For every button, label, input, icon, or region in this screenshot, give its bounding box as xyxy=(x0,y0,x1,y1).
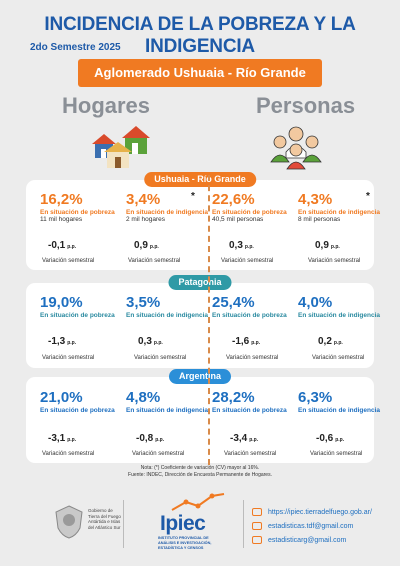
footer-divider xyxy=(243,500,244,548)
personas-heading: Personas xyxy=(256,93,356,118)
variation-value: 0,3 p.p. xyxy=(138,336,163,347)
mail-icon xyxy=(252,522,262,530)
variation-label: Variación semestral xyxy=(42,258,95,264)
ushuaia-personas-indigencia: 4,3% En situación de indigencia 8 mil pe… xyxy=(298,191,380,223)
variation-label: Variación semestral xyxy=(42,355,95,361)
region-button[interactable]: Aglomerado Ushuaia - Río Grande xyxy=(78,59,322,87)
patagonia-personas-indigencia: 4,0% En situación de indigencia xyxy=(298,294,380,319)
government-logo: Gobierno de Tierra del Fuego Antártida e… xyxy=(52,500,124,548)
variation-label: Variación semestral xyxy=(310,451,363,457)
email-link-2[interactable]: estadisticarg@gmail.com xyxy=(252,536,346,544)
ushuaia-personas-pobreza: 22,6% En situación de pobreza 40,5 mil p… xyxy=(212,191,287,223)
label-indigencia: En situación de indigencia xyxy=(126,407,208,414)
label-pobreza: En situación de pobreza xyxy=(40,312,115,319)
variation-label: Variación semestral xyxy=(224,451,277,457)
value: 4,3% xyxy=(298,191,333,208)
value: 19,0% xyxy=(40,294,83,311)
section-argentina-panel xyxy=(26,377,374,463)
variation-label: Variación semestral xyxy=(42,451,95,457)
houses-icon xyxy=(88,122,152,175)
section-patagonia-pill: Patagonia xyxy=(168,275,232,290)
section-ushuaia-panel xyxy=(26,180,374,270)
shield-icon xyxy=(55,505,83,539)
patagonia-personas-pobreza: 25,4% En situación de pobreza xyxy=(212,294,287,319)
cv-star: * xyxy=(191,191,195,202)
variation-value: -0,1 p.p. xyxy=(48,240,77,251)
variation-value: -3,1 p.p. xyxy=(48,433,77,444)
variation-value: 0,3 p.p. xyxy=(229,240,254,251)
variation-value: 0,9 p.p. xyxy=(315,240,340,251)
hogares-heading: Hogares xyxy=(62,93,151,118)
variation-label: Variación semestral xyxy=(226,355,279,361)
variation-label: Variación semestral xyxy=(132,451,185,457)
ipiec-logo-graph-icon xyxy=(171,493,225,511)
note-source: Fuente: INDEC, Dirección de Encuesta Per… xyxy=(128,472,272,478)
mail-icon xyxy=(252,536,262,544)
variation-value: -1,3 p.p. xyxy=(48,336,77,347)
section-ushuaia-pill: Ushuaia - Río Grande xyxy=(144,172,256,187)
variation-label: Variación semestral xyxy=(312,355,365,361)
label-indigencia: En situación de indigencia xyxy=(298,407,380,414)
variation-label: Variación semestral xyxy=(128,258,181,264)
argentina-personas-pobreza: 28,2% En situación de pobreza xyxy=(212,389,287,414)
variation-value: 0,2 p.p. xyxy=(318,336,343,347)
notes: Nota: (*) Coeficiente de variación (CV) … xyxy=(0,465,400,479)
patagonia-hogares-indigencia: 3,5% En situación de indigencia xyxy=(126,294,208,319)
value: 28,2% xyxy=(212,389,255,406)
ipiec-logo: Ipiec xyxy=(160,512,206,535)
page-title: INCIDENCIA DE LA POBREZA Y LA INDIGENCIA xyxy=(44,14,356,57)
value: 3,5% xyxy=(126,294,161,311)
value: 4,8% xyxy=(126,389,161,406)
ipiec-subtitle: INSTITUTO PROVINCIAL DE ANÁLISIS E INVES… xyxy=(158,536,212,550)
section-patagonia-panel xyxy=(26,283,374,368)
patagonia-hogares-pobreza: 19,0% En situación de pobreza xyxy=(40,294,115,319)
value: 21,0% xyxy=(40,389,83,406)
ushuaia-hogares-pobreza: 16,2% En situación de pobreza 11 mil hog… xyxy=(40,191,115,223)
cv-star: * xyxy=(366,191,370,202)
label-pobreza: En situación de pobreza xyxy=(40,407,115,414)
variation-label: Variación semestral xyxy=(308,258,361,264)
sub-count: 8 mil personas xyxy=(298,216,341,223)
label-pobreza: En situación de pobreza xyxy=(212,407,287,414)
government-name: Gobierno de Tierra del Fuego Antártida e… xyxy=(88,508,121,530)
link-icon xyxy=(252,508,262,516)
people-icon xyxy=(266,122,326,175)
label-indigencia: En situación de indigencia xyxy=(126,209,208,216)
period-label: 2do Semestre 2025 xyxy=(30,42,121,53)
ushuaia-hogares-indigencia: 3,4% En situación de indigencia 2 mil ho… xyxy=(126,191,208,223)
label-pobreza: En situación de pobreza xyxy=(40,209,115,216)
argentina-personas-indigencia: 6,3% En situación de indigencia xyxy=(298,389,380,414)
argentina-hogares-pobreza: 21,0% En situación de pobreza xyxy=(40,389,115,414)
note-cv: Nota: (*) Coeficiente de variación (CV) … xyxy=(140,465,260,471)
variation-value: -0,8 p.p. xyxy=(136,433,165,444)
variation-label: Variación semestral xyxy=(221,258,274,264)
variation-value: -3,4 p.p. xyxy=(230,433,259,444)
argentina-hogares-indigencia: 4,8% En situación de indigencia xyxy=(126,389,208,414)
value: 22,6% xyxy=(212,191,255,208)
variation-value: -0,6 p.p. xyxy=(316,433,345,444)
footer: Gobierno de Tierra del Fuego Antártida e… xyxy=(0,480,400,566)
variation-value: -1,6 p.p. xyxy=(232,336,261,347)
website-link[interactable]: https://ipiec.tierradelfuego.gob.ar/ xyxy=(252,508,372,516)
label-indigencia: En situación de indigencia xyxy=(298,209,380,216)
center-divider xyxy=(208,175,210,465)
variation-label: Variación semestral xyxy=(134,355,187,361)
sub-count: 11 mil hogares xyxy=(40,216,83,223)
value: 4,0% xyxy=(298,294,333,311)
value: 6,3% xyxy=(298,389,333,406)
value: 25,4% xyxy=(212,294,255,311)
sub-count: 2 mil hogares xyxy=(126,216,166,223)
section-argentina-pill: Argentina xyxy=(168,369,232,384)
label-indigencia: En situación de indigencia xyxy=(298,312,380,319)
variation-value: 0,9 p.p. xyxy=(134,240,159,251)
sub-count: 40,5 mil personas xyxy=(212,216,264,223)
value: 16,2% xyxy=(40,191,83,208)
label-pobreza: En situación de pobreza xyxy=(212,312,287,319)
label-pobreza: En situación de pobreza xyxy=(212,209,287,216)
email-link-1[interactable]: estadisticas.tdf@gmail.com xyxy=(252,522,353,530)
label-indigencia: En situación de indigencia xyxy=(126,312,208,319)
value: 3,4% xyxy=(126,191,161,208)
